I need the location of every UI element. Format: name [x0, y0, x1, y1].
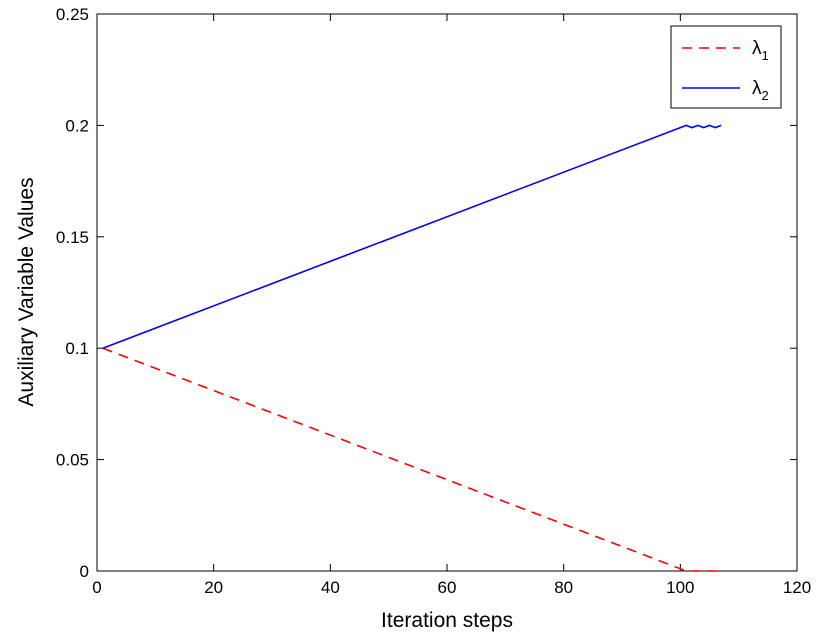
series-line-1 — [102, 347, 722, 572]
legend-label-subscript: 1 — [762, 48, 769, 63]
y-tick-label: 0.1 — [65, 339, 89, 358]
x-tick-label: 40 — [321, 578, 340, 597]
x-axis-title: Iteration steps — [381, 609, 513, 632]
y-axis-title: Auxiliary Variable Values — [15, 177, 38, 406]
legend-label-1: λ1 — [752, 38, 769, 63]
legend-label-symbol: λ — [752, 78, 762, 99]
ticks: 0 20 40 60 80 100 120 0 0.05 0.1 0.15 0.2 0.25 — [56, 5, 811, 597]
legend-box — [670, 25, 782, 109]
series-line-2 — [102, 124, 722, 349]
series — [102, 124, 722, 572]
y-tick-label: 0 — [80, 562, 89, 581]
y-tick-label: 0.05 — [56, 451, 89, 470]
x-tick-label: 60 — [438, 578, 457, 597]
legend-label-2: λ2 — [752, 78, 769, 103]
x-tick-label: 0 — [92, 578, 101, 597]
y-tick-label: 0.2 — [65, 116, 89, 135]
y-tick-label: 0.15 — [56, 228, 89, 247]
x-tick-label: 120 — [783, 578, 811, 597]
x-tick-label: 80 — [554, 578, 573, 597]
y-tick-label: 0.25 — [56, 5, 89, 24]
x-tick-label: 100 — [666, 578, 694, 597]
legend-label-symbol: λ — [752, 38, 762, 59]
legend-label-subscript: 2 — [762, 88, 769, 103]
x-tick-label: 20 — [204, 578, 223, 597]
